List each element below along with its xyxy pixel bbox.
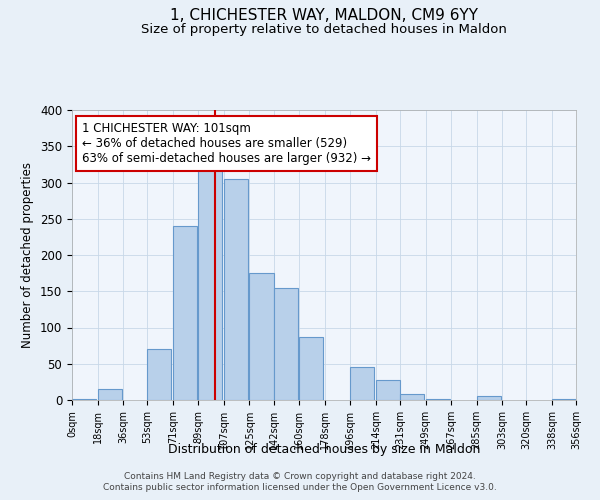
Text: Distribution of detached houses by size in Maldon: Distribution of detached houses by size … [168, 442, 480, 456]
Bar [250, 273, 274, 400]
Y-axis label: Number of detached properties: Number of detached properties [22, 162, 34, 348]
Text: 1 CHICHESTER WAY: 101sqm
← 36% of detached houses are smaller (529)
63% of semi-: 1 CHICHESTER WAY: 101sqm ← 36% of detach… [82, 122, 371, 164]
Bar [147, 348, 172, 400]
Bar [425, 398, 449, 400]
Bar [299, 337, 323, 400]
Bar [98, 389, 122, 400]
Bar [72, 398, 96, 400]
Bar [376, 380, 400, 400]
Bar [224, 179, 248, 400]
Text: Contains HM Land Registry data © Crown copyright and database right 2024.: Contains HM Land Registry data © Crown c… [124, 472, 476, 481]
Bar [552, 398, 576, 400]
Text: 1, CHICHESTER WAY, MALDON, CM9 6YY: 1, CHICHESTER WAY, MALDON, CM9 6YY [170, 8, 478, 22]
Bar [476, 396, 501, 400]
Bar [173, 226, 197, 400]
Text: Contains public sector information licensed under the Open Government Licence v3: Contains public sector information licen… [103, 484, 497, 492]
Bar [199, 157, 223, 400]
Bar [350, 368, 374, 400]
Text: Size of property relative to detached houses in Maldon: Size of property relative to detached ho… [141, 22, 507, 36]
Bar [400, 394, 424, 400]
Bar [274, 288, 298, 400]
